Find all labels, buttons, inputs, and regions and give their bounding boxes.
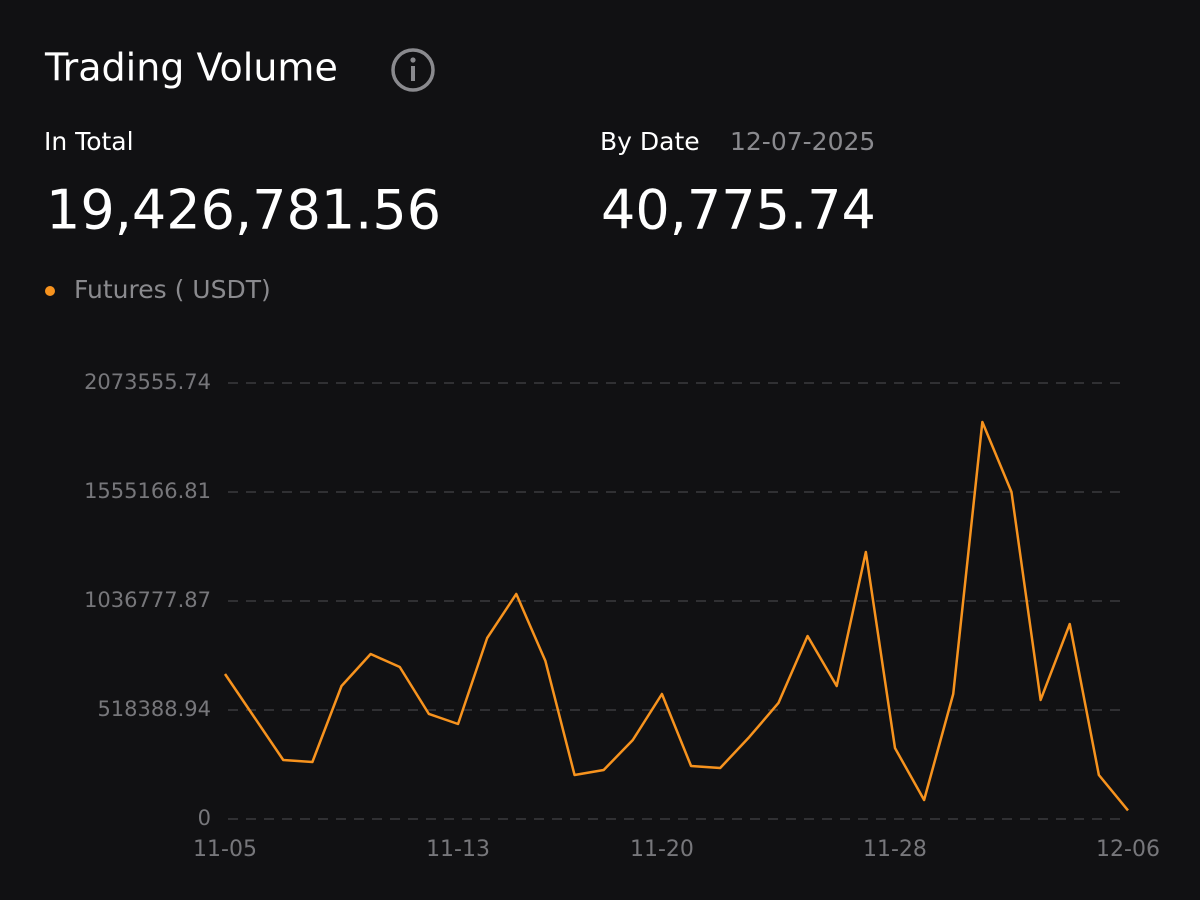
x-tick-label: 11-20 [630, 837, 694, 862]
date-label: By Date [600, 127, 700, 156]
x-tick-label: 12-06 [1096, 837, 1160, 862]
x-tick-label: 11-13 [426, 837, 490, 862]
date-value: 40,775.74 [601, 179, 876, 242]
y-tick-label: 0 [198, 806, 211, 830]
x-tick-label: 11-28 [863, 837, 927, 862]
date: 12-07-2025 [730, 127, 875, 156]
title: Trading Volume [44, 46, 338, 90]
y-tick-label: 1036777.87 [84, 588, 211, 612]
legend-label: Futures ( USDT) [74, 275, 271, 304]
y-tick-label: 1555166.81 [84, 479, 211, 503]
legend-dot [45, 286, 55, 296]
info-icon[interactable] [391, 48, 435, 92]
total-label: In Total [44, 127, 134, 156]
y-tick-label: 2073555.74 [84, 370, 211, 394]
y-tick-label: 518388.94 [97, 697, 211, 721]
line-series [223, 420, 1129, 812]
total-value: 19,426,781.56 [46, 179, 441, 242]
x-tick-label: 11-05 [193, 837, 257, 862]
